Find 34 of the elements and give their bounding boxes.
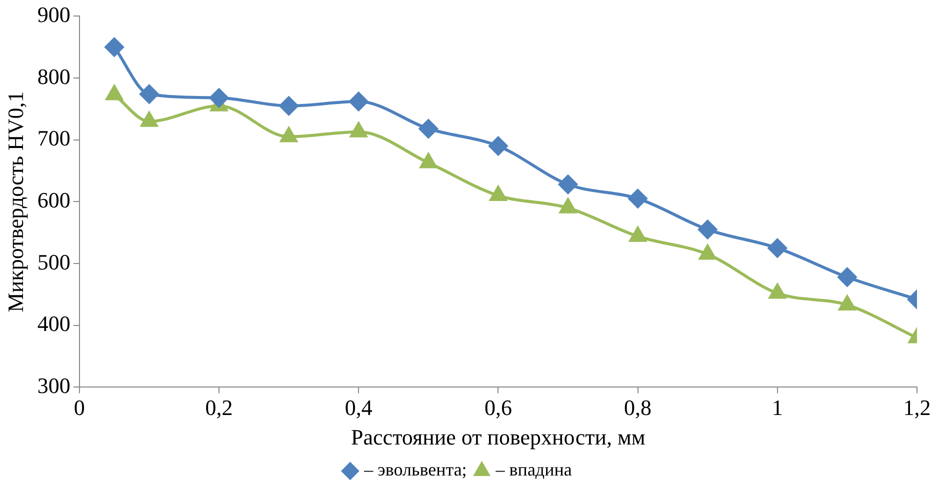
point [210,88,228,108]
point [490,186,507,202]
point [560,198,576,214]
legend-label: – впадина [494,460,572,480]
y-tick-label: 400 [37,311,70,336]
legend-label: – эвольвента; [363,460,467,480]
point [349,92,368,112]
y-tick-label: 900 [37,2,70,27]
point [418,119,438,138]
y-tick-label: 500 [37,249,70,274]
point [140,84,159,104]
y-tick-label: 600 [37,187,70,212]
x-tick-label: 0,8 [624,395,652,420]
x-tick-label: 0,6 [484,395,512,420]
point [629,226,646,242]
point [768,284,786,299]
point [420,153,437,168]
x-tick-label: 0,2 [205,395,233,420]
point [628,189,648,208]
y-tick-label: 700 [37,126,70,151]
x-tick-label: 0,4 [344,395,372,420]
point [558,174,578,194]
point [699,244,716,260]
point [488,136,508,156]
point [104,38,124,57]
x-tick-label: 1,2 [903,395,931,420]
x-tick-label: 1 [772,395,783,420]
point [838,295,856,310]
y-axis-title: Микротвердость HV0,1 [2,91,28,312]
y-tick-label: 800 [37,64,70,89]
y-tick-label: 300 [37,372,70,398]
point [279,96,298,116]
x-axis-title: Расстояние от поверхности, мм [351,424,646,450]
x-tick-label: 0 [74,395,85,420]
